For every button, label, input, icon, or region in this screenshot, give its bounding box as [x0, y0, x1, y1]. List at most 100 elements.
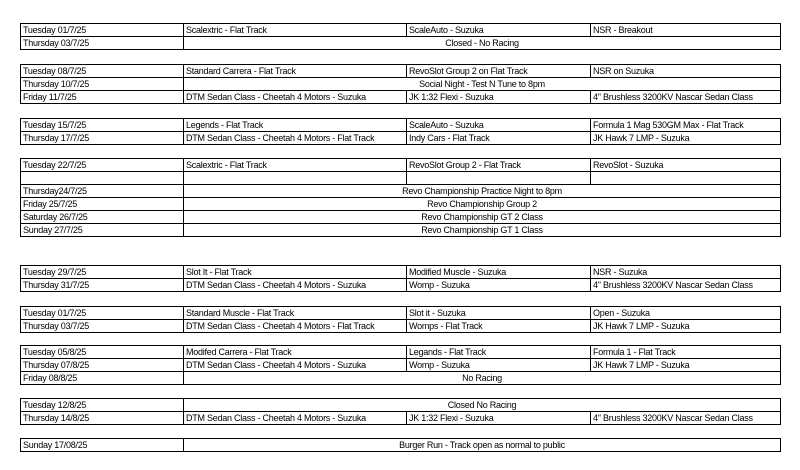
- date-cell: Thursday24/7/25: [20, 184, 184, 198]
- event-cell: DTM Sedan Class - Cheetah 4 Motors - Suz…: [183, 278, 407, 292]
- schedule-row: Tuesday 05/8/25 Modifed Carrera - Flat Tr…: [20, 345, 781, 359]
- note-cell: Revo Championship GT 1 Class: [183, 223, 781, 237]
- event-cell: ScaleAuto - Suzuka: [406, 23, 591, 37]
- schedule-row: Tuesday 15/7/25 Legends - Flat Track Scale…: [20, 118, 781, 132]
- event-cell: Modifed Carrera - Flat Track: [183, 345, 407, 359]
- event-cell: Womp - Suzuka: [406, 278, 591, 292]
- schedule-group: Tuesday 29/7/25 Slot It - Flat Track Modif…: [20, 265, 781, 292]
- event-cell: DTM Sedan Class - Cheetah 4 Motors - Suz…: [183, 411, 407, 425]
- event-cell: Legands - Flat Track: [406, 345, 591, 359]
- event-cell: Formula 1 Mag 530GM Max - Flat Track: [590, 118, 781, 132]
- blank-row: [20, 171, 781, 185]
- note-cell: Burger Run - Track open as normal to pub…: [182, 438, 782, 452]
- schedule-group: Tuesday 08/7/25 Standard Carrera - Flat T…: [20, 64, 781, 104]
- event-cell: ScaleAuto - Suzuka: [406, 118, 591, 132]
- date-cell: Friday 25/7/25: [20, 197, 184, 211]
- event-cell: Open - Suzuka: [590, 306, 781, 320]
- schedule-row: Tuesday 22/7/25 Scalextric - Flat Track Re…: [20, 158, 781, 172]
- note-cell: Revo Championship GT 2 Class: [183, 210, 781, 224]
- schedule-group: Tuesday 05/8/25 Modifed Carrera - Flat Tr…: [20, 345, 781, 385]
- event-cell: Womp - Suzuka: [406, 358, 591, 372]
- note-cell: No Racing: [183, 371, 781, 385]
- note-cell: Revo Championship Group 2: [183, 197, 781, 211]
- event-cell: RevoSlot - Suzuka: [590, 158, 781, 172]
- schedule-row: Tuesday 01/7/25 Standard Muscle - Flat Tr…: [20, 306, 781, 320]
- date-cell: Friday 08/8/25: [20, 371, 184, 385]
- event-cell: DTM Sedan Class - Cheetah 4 Motors - Suz…: [183, 90, 407, 104]
- schedule-row: Tuesday 12/8/25 Closed No Racing: [20, 398, 781, 412]
- blank-cell: [183, 171, 407, 185]
- date-cell: Friday 11/7/25: [20, 90, 184, 104]
- date-cell: Thursday 03/7/25: [20, 36, 184, 50]
- schedule-row: Sunday 17/08/25 Burger Run - Track open a…: [20, 438, 782, 452]
- event-cell: RevoSlot Group 2 - Flat Track: [406, 158, 591, 172]
- event-cell: Slot it - Suzuka: [406, 306, 591, 320]
- event-cell: NSR on Suzuka: [590, 64, 781, 78]
- schedule-row: Tuesday 01/7/25 Scalextric - Flat Track Sc…: [20, 23, 781, 37]
- date-cell: Tuesday 29/7/25: [20, 265, 184, 279]
- event-cell: Scalextric - Flat Track: [183, 23, 407, 37]
- event-cell: Legends - Flat Track: [183, 118, 407, 132]
- schedule-row: Friday 08/8/25 No Racing: [20, 371, 781, 385]
- date-cell: Tuesday 22/7/25: [20, 158, 184, 172]
- event-cell: 4" Brushless 3200KV Nascar Sedan Class: [590, 278, 781, 292]
- event-cell: JK Hawk 7 LMP - Suzuka: [590, 358, 781, 372]
- date-cell: Tuesday 01/7/25: [20, 23, 184, 37]
- blank-cell: [406, 171, 591, 185]
- schedule-row: Sunday 27/7/25 Revo Championship GT 1 Cla…: [20, 223, 781, 237]
- event-cell: Slot It - Flat Track: [183, 265, 407, 279]
- event-cell: JK 1:32 Flexi - Suzuka: [406, 90, 591, 104]
- event-cell: Modified Muscle - Suzuka: [406, 265, 591, 279]
- schedule-row: Friday 25/7/25 Revo Championship Group 2: [20, 197, 781, 211]
- event-cell: Standard Carrera - Flat Track: [183, 64, 407, 78]
- schedule-row: Thursday 31/7/25 DTM Sedan Class - Cheeta…: [20, 278, 781, 292]
- event-cell: NSR - Breakout: [590, 23, 781, 37]
- date-cell: Thursday 14/8/25: [20, 411, 184, 425]
- date-cell: Sunday 17/08/25: [20, 438, 184, 452]
- schedule-row: Thursday 07/8/25 DTM Sedan Class - Cheeta…: [20, 358, 781, 372]
- date-cell: Tuesday 01/7/25: [20, 306, 184, 320]
- event-cell: 4" Brushless 3200KV Nascar Sedan Class: [590, 90, 781, 104]
- note-cell: Social Night - Test N Tune to 8pm: [183, 77, 781, 91]
- event-cell: DTM Sedan Class - Cheetah 4 Motors - Suz…: [183, 358, 407, 372]
- date-cell: Thursday 31/7/25: [20, 278, 184, 292]
- schedule-row: Thursday 17/7/25 DTM Sedan Class - Cheeta…: [20, 131, 781, 145]
- date-cell: Tuesday 15/7/25: [20, 118, 184, 132]
- date-cell: Sunday 27/7/25: [20, 223, 184, 237]
- date-cell: Thursday 03/7/25: [20, 319, 184, 333]
- event-cell: JK Hawk 7 LMP - Suzuka: [590, 319, 781, 333]
- schedule-group: Sunday 17/08/25 Burger Run - Track open a…: [20, 438, 782, 452]
- schedule-group: Tuesday 12/8/25 Closed No Racing Thursday …: [20, 398, 781, 425]
- schedule-row: Thursday 03/7/25 DTM Sedan Class - Cheeta…: [20, 319, 781, 333]
- date-cell: Thursday 07/8/25: [20, 358, 184, 372]
- date-cell: Tuesday 12/8/25: [20, 398, 184, 412]
- note-cell: Revo Championship Practice Night to 8pm: [183, 184, 781, 198]
- date-cell: Tuesday 05/8/25: [20, 345, 184, 359]
- event-cell: DTM Sedan Class - Cheetah 4 Motors - Fla…: [183, 319, 407, 333]
- schedule-group: Tuesday 15/7/25 Legends - Flat Track Scale…: [20, 118, 781, 145]
- schedule-row: Friday 11/7/25 DTM Sedan Class - Cheetah …: [20, 90, 781, 104]
- event-cell: Indy Cars - Flat Track: [406, 131, 591, 145]
- schedule-group: Tuesday 01/7/25 Standard Muscle - Flat Tr…: [20, 306, 781, 333]
- event-cell: 4" Brushless 3200KV Nascar Sedan Class: [590, 411, 781, 425]
- schedule-row: Saturday 26/7/25 Revo Championship GT 2 C…: [20, 210, 781, 224]
- event-cell: JK Hawk 7 LMP - Suzuka: [590, 131, 781, 145]
- note-cell: Closed - No Racing: [183, 36, 781, 50]
- event-cell: Formula 1 - Flat Track: [590, 345, 781, 359]
- date-cell: Tuesday 08/7/25: [20, 64, 184, 78]
- date-cell: Thursday 17/7/25: [20, 131, 184, 145]
- schedule-row: Thursday 03/7/25 Closed - No Racing: [20, 36, 781, 50]
- event-cell: Womps - Flat Track: [406, 319, 591, 333]
- date-cell: Thursday 10/7/25: [20, 77, 184, 91]
- schedule-row: Thursday24/7/25 Revo Championship Practic…: [20, 184, 781, 198]
- date-cell: Saturday 26/7/25: [20, 210, 184, 224]
- blank-cell: [590, 171, 781, 185]
- schedule-group: Tuesday 22/7/25 Scalextric - Flat Track Re…: [20, 158, 781, 237]
- schedule-group: Tuesday 01/7/25 Scalextric - Flat Track Sc…: [20, 23, 781, 50]
- event-cell: Scalextric - Flat Track: [183, 158, 407, 172]
- event-cell: JK 1:32 Flexi - Suzuka: [406, 411, 591, 425]
- schedule-row: Thursday 14/8/25 DTM Sedan Class - Cheeta…: [20, 411, 781, 425]
- blank-cell: [20, 171, 184, 185]
- schedule-row: Thursday 10/7/25 Social Night - Test N Tu…: [20, 77, 781, 91]
